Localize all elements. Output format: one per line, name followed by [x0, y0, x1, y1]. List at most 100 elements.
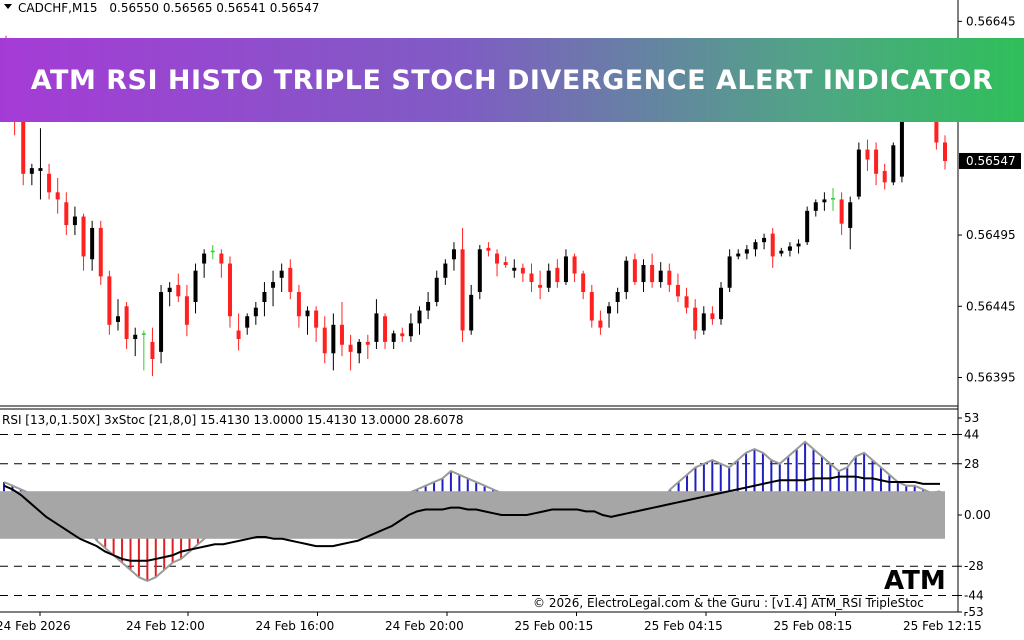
time-tick-label: 24 Feb 2026 [0, 619, 71, 633]
candle-body [563, 256, 568, 283]
banner-title: ATM RSI HISTO TRIPLE STOCH DIVERGENCE AL… [30, 64, 994, 96]
candle-body [822, 199, 827, 203]
time-tick-label: 25 Feb 12:15 [903, 619, 982, 633]
candle-body [650, 264, 655, 283]
neutral-zone [0, 491, 945, 539]
time-tick-label: 25 Feb 00:15 [515, 619, 594, 633]
candle-body [719, 287, 724, 320]
candle-body [253, 307, 258, 317]
candle-body [779, 250, 784, 254]
candle-body [572, 256, 577, 274]
candle-body [882, 170, 887, 183]
candle-body [684, 296, 689, 308]
candle-body [736, 253, 741, 257]
candle-body [667, 270, 672, 285]
candle-body [64, 202, 69, 226]
candle-body [262, 292, 267, 303]
candle-body [72, 216, 77, 226]
candle-body [184, 296, 189, 325]
candle-body [331, 324, 336, 354]
candle-body [400, 333, 405, 337]
candle-body [503, 262, 508, 265]
candle-body [848, 202, 853, 228]
ohlc-values: 0.56550 0.56565 0.56541 0.56547 [109, 1, 319, 15]
candle-body [227, 263, 232, 317]
current-price-label: 0.56547 [966, 154, 1016, 168]
symbol-header: CADCHF,M15 0.56550 0.56565 0.56541 0.565… [18, 1, 319, 15]
candle-body [770, 233, 775, 257]
time-tick-label: 24 Feb 12:00 [126, 619, 205, 633]
candle-body [762, 237, 767, 243]
candle-body [176, 284, 181, 297]
candle-body [787, 246, 792, 251]
price-tick-label: 0.56395 [966, 371, 1016, 385]
indicator-tick-label: -44 [964, 589, 984, 603]
title-banner: ATM RSI HISTO TRIPLE STOCH DIVERGENCE AL… [0, 38, 1024, 122]
indicator-title: RSI [13,0,1.50X] 3xStoc [21,8,0] 15.4130… [2, 413, 464, 427]
candle-body [899, 105, 904, 177]
candle-body [107, 276, 112, 325]
brand-logo: ATM [884, 566, 946, 596]
candle-body [271, 282, 276, 288]
candle-body [675, 284, 680, 297]
candle-body [29, 168, 34, 174]
candle-body [495, 253, 500, 264]
candle-body [305, 310, 310, 317]
candle-body [167, 287, 172, 293]
candle-body [150, 341, 155, 359]
candle-body [839, 199, 844, 224]
candle-body [641, 264, 646, 283]
candle-body [90, 227, 95, 260]
candle-body [124, 306, 129, 340]
candle-body [943, 142, 947, 161]
candle-body [607, 306, 612, 314]
candle-body [47, 173, 52, 193]
copyright-text: © 2026, ElectroLegal.com & the Guru : [v… [533, 596, 924, 610]
candle-body [805, 210, 810, 243]
candle-body [701, 313, 706, 331]
candle-body [546, 270, 551, 288]
candle-body [710, 313, 715, 320]
candle-body [417, 310, 422, 324]
indicator-tick-label: 53 [964, 411, 979, 425]
candle-body [81, 216, 86, 257]
menu-triangle-icon[interactable] [4, 4, 12, 9]
symbol-label: CADCHF,M15 [18, 1, 98, 15]
candle-body [348, 344, 353, 352]
candle-body [21, 121, 26, 174]
candle-body [115, 316, 120, 322]
candle-body [753, 242, 758, 250]
candle-body [451, 249, 456, 260]
time-tick-label: 25 Feb 08:15 [774, 619, 853, 633]
candle-body [831, 198, 836, 200]
indicator-tick-label: 0.00 [964, 508, 991, 522]
candle-body [133, 334, 138, 340]
candle-body [469, 294, 474, 331]
candle-body [477, 249, 482, 293]
candle-body [141, 333, 146, 335]
time-tick-label: 25 Feb 04:15 [644, 619, 723, 633]
indicator-tick-label: 44 [964, 427, 979, 441]
candle-body [365, 341, 370, 345]
candle-body [374, 313, 379, 342]
candle-body [288, 267, 293, 293]
candle-body [589, 292, 594, 321]
candle-body [159, 292, 164, 352]
candle-body [512, 267, 517, 271]
candle-body [520, 267, 525, 274]
signal-line [3, 475, 940, 562]
candle-body [934, 121, 939, 143]
candle-body [460, 249, 465, 331]
candle-body [55, 192, 60, 200]
candle-body [796, 243, 801, 247]
candle-body [279, 270, 284, 278]
time-tick-label: 24 Feb 16:00 [256, 619, 335, 633]
candlestick-series [4, 35, 947, 377]
candle-body [658, 270, 663, 283]
candle-body [891, 145, 896, 183]
price-tick-label: 0.56645 [966, 14, 1016, 28]
indicator-panel [0, 433, 958, 597]
candle-body [245, 316, 250, 328]
current-price-box [959, 152, 1021, 169]
